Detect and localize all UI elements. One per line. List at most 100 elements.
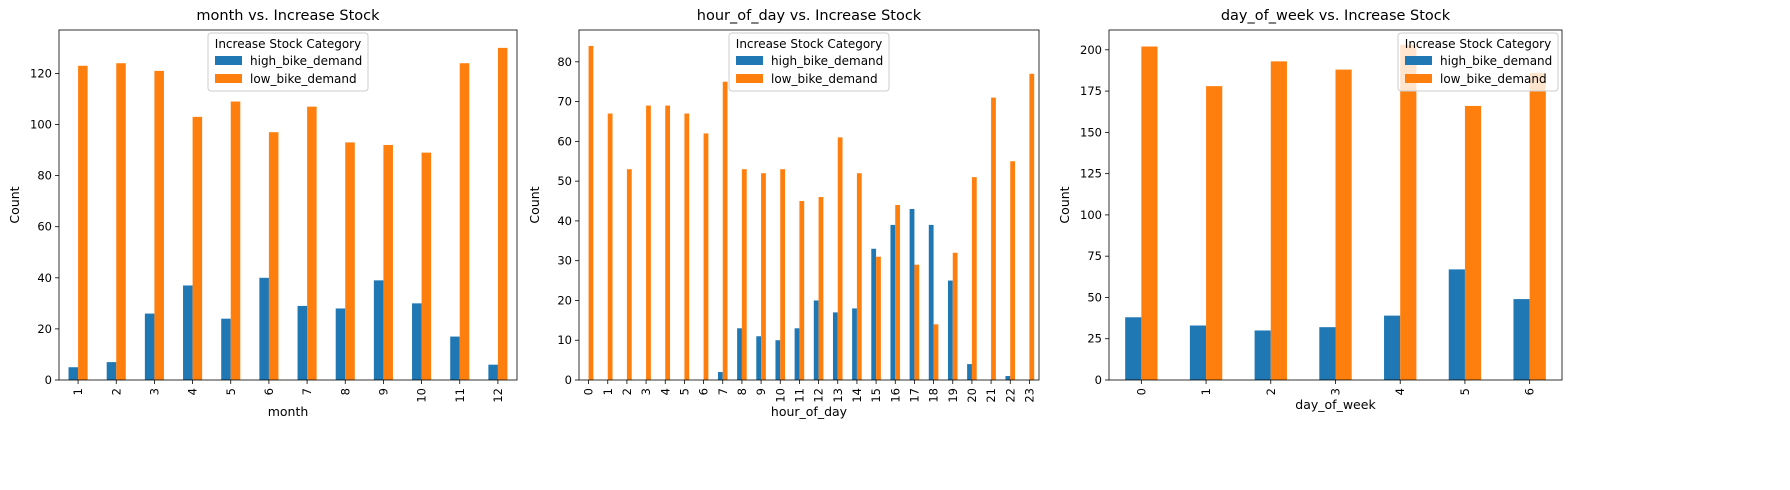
legend-box (207, 32, 369, 92)
bar-low_bike_demand-5 (1464, 105, 1482, 381)
subplot-3: day_of_week vs. Increase Stock0255075100… (1057, 8, 1563, 412)
y-tick-label: 20 (37, 322, 52, 336)
x-tick-label: 11 (792, 388, 806, 403)
x-tick-label: 3 (147, 388, 161, 395)
x-tick-label: 1 (1199, 388, 1213, 395)
bar-low_bike_demand-6 (268, 132, 279, 380)
bar-low_bike_demand-3 (646, 105, 651, 381)
legend-swatch-low_bike_demand (215, 74, 242, 83)
y-tick-label: 125 (1080, 167, 1102, 181)
bar-high_bike_demand-6 (1513, 299, 1530, 380)
x-tick-label: 8 (338, 388, 352, 395)
x-tick-label: 14 (850, 388, 864, 403)
bar-high_bike_demand-2 (106, 362, 117, 380)
legend-box (1397, 32, 1559, 92)
bar-high_bike_demand-11 (450, 336, 460, 380)
y-tick-label: 50 (1087, 290, 1102, 304)
chart-title: day_of_week vs. Increase Stock (1221, 8, 1451, 24)
bar-low_bike_demand-4 (1400, 44, 1417, 380)
x-tick-label: 17 (907, 388, 921, 403)
bar-low_bike_demand-4 (665, 105, 671, 381)
bar-high_bike_demand-4 (183, 285, 193, 380)
bar-high_bike_demand-17 (909, 208, 915, 380)
y-tick-label: 100 (1080, 208, 1102, 222)
legend: Increase Stock Category high_bike_demandl… (1397, 32, 1559, 92)
bar-low_bike_demand-1 (78, 65, 88, 381)
legend-label-high_bike_demand: high_bike_demand (250, 54, 362, 68)
bar-high_bike_demand-2 (1254, 330, 1271, 380)
bar-low_bike_demand-12 (497, 47, 508, 381)
x-tick-label: 6 (1523, 388, 1537, 395)
bar-high_bike_demand-10 (775, 340, 781, 380)
bar-low_bike_demand-3 (154, 70, 164, 380)
bar-low_bike_demand-11 (459, 63, 470, 381)
legend: Increase Stock Category high_bike_demandl… (207, 32, 369, 92)
y-tick-label: 75 (1087, 249, 1102, 263)
bar-low_bike_demand-5 (230, 101, 241, 381)
y-tick-label: 70 (557, 95, 572, 109)
axes-frame (578, 29, 1040, 381)
x-tick-label: 4 (186, 388, 200, 395)
x-tick-label: 18 (927, 388, 941, 403)
legend-swatch-high_bike_demand (215, 56, 242, 65)
bar-high_bike_demand-3 (1319, 327, 1336, 380)
x-tick-label: 12 (491, 388, 505, 403)
x-axis-label: hour_of_day (771, 404, 848, 419)
y-tick-label: 0 (45, 373, 52, 387)
x-tick-label: 3 (639, 388, 653, 395)
x-tick-label: 2 (109, 388, 123, 395)
bar-high_bike_demand-16 (890, 224, 896, 380)
x-tick-label: 6 (262, 388, 276, 395)
y-tick-label: 30 (557, 254, 572, 268)
bar-low_bike_demand-15 (876, 256, 881, 380)
legend-title: Increase Stock Category (736, 37, 882, 51)
x-tick-label: 7 (300, 388, 314, 395)
bar-low_bike_demand-23 (1029, 73, 1035, 380)
y-tick-label: 100 (30, 118, 52, 132)
bar-low_bike_demand-17 (914, 264, 920, 380)
bar-low_bike_demand-14 (856, 173, 862, 380)
y-tick-label: 120 (30, 66, 52, 80)
bar-high_bike_demand-12 (813, 300, 819, 380)
bar-high_bike_demand-4 (1384, 315, 1401, 380)
bar-high_bike_demand-3 (144, 313, 155, 380)
y-tick-label: 20 (557, 293, 572, 307)
x-tick-label: 5 (677, 388, 691, 395)
bar-low_bike_demand-0 (1141, 46, 1158, 381)
x-tick-label: 11 (453, 388, 467, 403)
x-axis-label: month (268, 404, 309, 419)
x-tick-label: 6 (697, 388, 711, 395)
legend-title: Increase Stock Category (1405, 37, 1551, 51)
bar-high_bike_demand-8 (335, 308, 346, 380)
y-tick-label: 0 (565, 373, 572, 387)
x-tick-label: 5 (224, 388, 238, 395)
x-tick-label: 21 (984, 388, 998, 403)
y-tick-label: 0 (1095, 373, 1102, 387)
bar-high_bike_demand-13 (832, 312, 838, 380)
bar-high_bike_demand-10 (412, 303, 422, 380)
bar-low_bike_demand-16 (895, 205, 901, 380)
x-tick-label: 4 (658, 388, 672, 395)
x-tick-label: 5 (1458, 388, 1472, 395)
bar-low_bike_demand-13 (837, 137, 843, 380)
bar-low_bike_demand-11 (799, 201, 805, 380)
x-tick-label: 9 (376, 388, 390, 395)
y-axis-label: Count (527, 186, 542, 223)
legend-label-high_bike_demand: high_bike_demand (771, 54, 883, 68)
x-tick-label: 8 (735, 388, 749, 395)
x-tick-label: 0 (582, 388, 596, 395)
x-tick-label: 22 (1003, 388, 1017, 403)
bar-low_bike_demand-2 (626, 169, 632, 380)
bar-low_bike_demand-7 (307, 106, 317, 380)
bar-high_bike_demand-20 (967, 364, 972, 380)
bar-high_bike_demand-0 (1125, 317, 1142, 380)
bar-low_bike_demand-6 (1529, 72, 1546, 380)
legend: Increase Stock Category high_bike_demandl… (728, 32, 890, 92)
bar-high_bike_demand-5 (1448, 269, 1465, 380)
x-tick-label: 10 (773, 388, 787, 403)
bar-low_bike_demand-10 (780, 169, 786, 380)
bar-low_bike_demand-8 (741, 169, 747, 380)
legend-swatch-low_bike_demand (736, 74, 763, 83)
bar-high_bike_demand-6 (259, 277, 269, 380)
